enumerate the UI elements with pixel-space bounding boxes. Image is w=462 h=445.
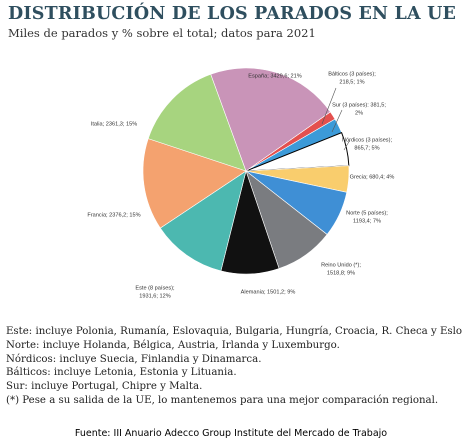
- data-label: Italia; 2361,3; 15%: [91, 121, 137, 127]
- data-label: Norte (5 países);: [346, 210, 388, 216]
- chart: Bálticos (3 países); 218,5; 1% Sur (3 país…: [87, 67, 395, 299]
- note: Bálticos: incluye Letonia, Estonia y Lit…: [6, 367, 237, 379]
- data-label: Bálticos (3 países);: [328, 71, 376, 77]
- pie-slice: [142, 138, 247, 229]
- data-label: Sur (3 países): 381,5;: [332, 102, 386, 108]
- note: Nórdicos: incluye Suecia, Finlandia y Di…: [6, 353, 262, 365]
- leader-line: [321, 87, 337, 125]
- chart-title: DISTRIBUCIÓN DE LOS PARADOS EN LA UE: [8, 4, 457, 24]
- pie-slice: [210, 67, 331, 172]
- note: Sur: incluye Portugal, Chipre y Malta.: [6, 381, 203, 393]
- data-label: Reino Unido (*);: [321, 262, 361, 268]
- note: Este: incluye Polonia, Rumanía, Eslovaqu…: [6, 326, 462, 337]
- note: (*) Pese a su salida de la UE, lo manten…: [6, 394, 439, 406]
- data-label: 2%: [355, 110, 363, 116]
- pie-slice: [147, 73, 247, 172]
- leader-line: [331, 109, 343, 133]
- data-label: Alemania; 1501,2; 9%: [241, 289, 296, 295]
- source: Fuente: III Anuario Adecco Group Institu…: [74, 428, 388, 439]
- data-label: 865,7; 5%: [354, 145, 379, 151]
- data-label: Francia; 2376,2; 15%: [87, 212, 140, 218]
- notes: Este: incluye Polonia, Rumanía, Eslovaqu…: [6, 325, 462, 408]
- data-label: 1931,6; 12%: [139, 293, 170, 299]
- leader-line: [343, 139, 351, 151]
- note: Norte: incluye Holanda, Bélgica, Austria…: [6, 339, 340, 351]
- data-label: Nórdicos (3 países);: [342, 137, 392, 143]
- pie-slice: [159, 170, 247, 272]
- chart-subtitle: Miles de parados y % sobre el total; dat…: [8, 26, 316, 40]
- data-label: 218,5; 1%: [339, 79, 364, 85]
- data-label: Este (8 países);: [135, 285, 175, 291]
- data-label: Grecia; 680,4; 4%: [350, 174, 395, 180]
- data-label: 1518,8; 9%: [327, 270, 355, 276]
- data-label: España; 3429,6; 21%: [248, 73, 302, 79]
- data-label: 1193,4; 7%: [353, 218, 381, 224]
